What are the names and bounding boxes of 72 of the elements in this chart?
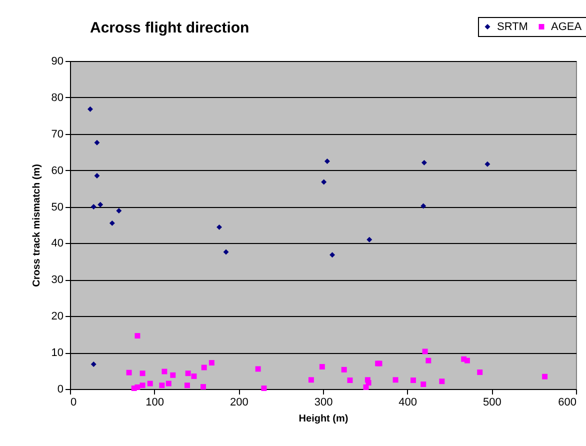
y-tick-label: 10 xyxy=(51,347,64,360)
point xyxy=(363,384,369,390)
point xyxy=(90,204,96,210)
x-tick-label: 500 xyxy=(482,396,502,408)
x-tick-label: 200 xyxy=(230,396,248,408)
point xyxy=(184,382,190,388)
y-tick-label: 70 xyxy=(51,128,64,140)
legend-label: SRTM xyxy=(497,20,528,33)
y-tick-label: 80 xyxy=(51,92,64,104)
point xyxy=(392,377,398,383)
point xyxy=(201,364,207,370)
point xyxy=(140,370,146,376)
point xyxy=(347,378,353,383)
point xyxy=(410,378,416,383)
point xyxy=(542,374,548,380)
y-tick-label: 60 xyxy=(51,164,64,177)
point xyxy=(255,366,261,372)
point xyxy=(464,358,470,364)
point xyxy=(321,179,327,185)
point xyxy=(420,382,426,387)
point xyxy=(90,361,96,367)
point xyxy=(126,370,132,376)
y-tick-label: 50 xyxy=(51,201,64,214)
point xyxy=(116,208,122,214)
point xyxy=(324,158,330,164)
x-tick-label: 100 xyxy=(146,396,164,408)
point xyxy=(341,366,347,372)
point xyxy=(330,252,336,258)
point xyxy=(208,360,214,366)
y-tick-label: 0 xyxy=(57,384,64,396)
point xyxy=(366,380,372,386)
y-tick-label: 30 xyxy=(51,274,64,286)
point xyxy=(140,382,146,388)
point xyxy=(134,333,140,339)
point xyxy=(223,249,229,255)
point xyxy=(170,372,176,378)
y-tick-label: 40 xyxy=(51,238,64,250)
point xyxy=(261,386,267,392)
point xyxy=(159,382,165,388)
point xyxy=(420,203,426,209)
point xyxy=(421,160,427,166)
chart-title: Across flight direction xyxy=(90,20,250,36)
point xyxy=(477,369,483,375)
point xyxy=(109,220,115,226)
point xyxy=(191,374,197,379)
point xyxy=(162,368,168,374)
x-tick-label: 600 xyxy=(558,396,576,408)
point xyxy=(422,348,428,354)
x-tick-label: 400 xyxy=(398,396,418,408)
point xyxy=(134,384,140,390)
point xyxy=(88,106,93,112)
point xyxy=(308,377,314,383)
y-tick-label: 90 xyxy=(51,56,64,68)
point xyxy=(366,236,372,242)
y-tick-label: 20 xyxy=(51,310,64,323)
point xyxy=(484,161,490,167)
y-axis-title: Cross track mismatch (m) xyxy=(31,164,42,287)
x-axis-title: Height (m) xyxy=(298,414,348,424)
point xyxy=(200,384,206,390)
point xyxy=(147,380,153,386)
point xyxy=(319,364,325,370)
point xyxy=(216,224,222,230)
point xyxy=(185,370,191,376)
point xyxy=(166,380,172,386)
legend-label: AGEA xyxy=(551,20,582,33)
point xyxy=(439,378,445,384)
x-tick-label: 0 xyxy=(70,396,77,408)
point xyxy=(94,173,100,179)
point xyxy=(426,358,432,364)
point xyxy=(94,140,100,146)
point xyxy=(98,202,104,208)
x-tick-label: 300 xyxy=(314,396,333,408)
